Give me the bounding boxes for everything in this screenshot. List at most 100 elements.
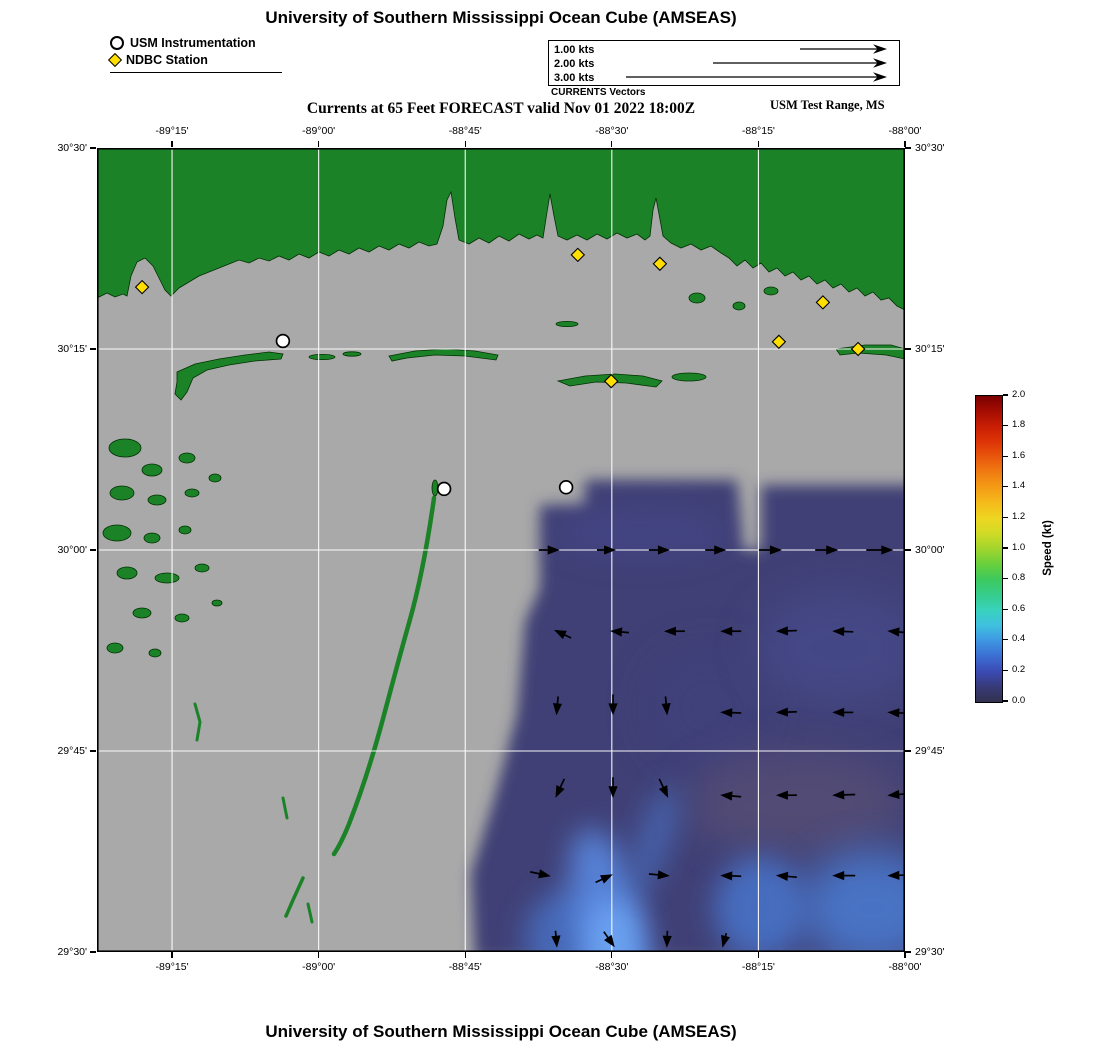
current-vectors <box>530 545 905 948</box>
lon-tick-label: -88°45' <box>448 125 482 137</box>
colorbar-tick <box>1003 608 1008 610</box>
lat-tick-label: 30°30' <box>915 142 945 154</box>
axis-tick <box>171 952 173 958</box>
current-vector <box>608 694 618 716</box>
map-frame <box>97 148 905 952</box>
marsh-blob <box>116 566 138 580</box>
usm-instrumentation-marker <box>558 480 574 495</box>
marsh-sliver <box>193 702 202 742</box>
axis-tick <box>90 147 96 149</box>
map-canvas <box>97 148 905 952</box>
current-vector <box>530 869 551 879</box>
speed-patch-bright <box>800 850 905 952</box>
chandeleur-islands <box>331 495 437 857</box>
mainland-coast <box>97 148 905 311</box>
usm-circle-icon <box>110 36 124 50</box>
axis-tick <box>171 141 173 147</box>
small-island <box>342 351 362 357</box>
lat-tick-label: 30°15' <box>57 343 87 355</box>
current-vector <box>720 708 742 718</box>
marsh-blob <box>154 572 180 584</box>
ndbc-station-marker <box>771 334 787 350</box>
axis-tick <box>904 952 906 958</box>
axis-tick <box>464 952 466 958</box>
colorbar-label: Speed (kt) <box>1042 520 1054 576</box>
colorbar-tick <box>1003 639 1008 641</box>
current-vector <box>720 626 742 636</box>
scale-arrow-head <box>873 44 887 54</box>
current-vector <box>662 930 672 948</box>
lon-tick-label: -89°15' <box>155 961 189 973</box>
marsh-blob <box>108 438 142 458</box>
lon-tick-label: -88°15' <box>741 961 775 973</box>
current-vector <box>775 790 797 800</box>
current-vector <box>866 545 894 555</box>
lon-tick-label: -89°00' <box>302 125 336 137</box>
marsh-blob <box>194 563 210 573</box>
lon-tick-label: -88°00' <box>888 125 922 137</box>
colorbar-tick <box>1003 700 1008 702</box>
graticule <box>97 148 905 952</box>
colorbar-tick <box>1003 486 1008 488</box>
axis-tick <box>757 952 759 958</box>
marsh-blob <box>174 613 190 623</box>
current-vector <box>661 696 671 716</box>
small-island <box>763 286 779 296</box>
marsh-blob <box>148 648 162 658</box>
marsh-blob <box>178 525 192 535</box>
region-label: USM Test Range, MS <box>770 98 885 112</box>
marsh-sliver <box>306 902 314 924</box>
colorbar-tick-label: 0.0 <box>1012 694 1026 706</box>
colorbar-tick-label: 1.2 <box>1012 510 1026 522</box>
current-vector <box>815 545 839 555</box>
colorbar-tick-label: 0.4 <box>1012 633 1026 645</box>
axis-tick <box>464 141 466 147</box>
speed-patch <box>554 507 730 559</box>
round-island <box>688 292 706 304</box>
marsh-blob <box>132 607 152 619</box>
axis-tick <box>611 141 613 147</box>
scale-entry-label: 1.00 kts <box>554 44 594 56</box>
axis-tick <box>905 951 911 953</box>
usm-instrumentation-marker <box>275 333 291 349</box>
colorbar-tick <box>1003 394 1008 396</box>
axis-tick <box>757 141 759 147</box>
marsh-blob <box>184 488 200 498</box>
ndbc-station-marker <box>570 247 586 263</box>
figure-bottom-title: University of Southern Mississippi Ocean… <box>265 1022 737 1041</box>
ndbc-diamond-icon <box>107 52 123 68</box>
ship-island <box>388 348 499 362</box>
axis-tick <box>90 549 96 551</box>
marsh-blob <box>147 494 167 506</box>
current-vector <box>555 778 566 798</box>
axis-tick <box>90 951 96 953</box>
ndbc-station-marker <box>815 295 831 310</box>
current-vector <box>551 930 561 948</box>
colorbar-tick <box>1003 578 1008 580</box>
scale-entry-label: 2.00 kts <box>554 58 594 70</box>
lon-tick-label: -89°15' <box>155 125 189 137</box>
lat-tick-label: 29°45' <box>915 745 945 757</box>
lat-tick-label: 30°15' <box>915 343 945 355</box>
axis-tick <box>318 952 320 958</box>
colorbar-tick <box>1003 516 1008 518</box>
current-vector <box>705 545 727 555</box>
vector-scale-box: 1.00 kts 2.00 kts 3.00 kts <box>548 40 900 86</box>
marsh-blob <box>109 485 135 501</box>
petit-bois-island <box>671 372 707 382</box>
current-vector <box>603 931 615 948</box>
current-vector <box>648 870 670 880</box>
land <box>97 148 905 924</box>
marsh-blob <box>106 642 124 654</box>
ndbc-station-marker <box>134 279 150 295</box>
colorbar-tick-label: 1.4 <box>1012 480 1026 492</box>
marsh-blob <box>208 473 222 483</box>
speed-patch-muddy <box>687 751 905 855</box>
colorbar-tick-label: 0.6 <box>1012 602 1026 614</box>
current-vector <box>720 791 742 801</box>
current-vector <box>720 871 742 881</box>
colorbar-tick <box>1003 455 1008 457</box>
colorbar-tick <box>1003 425 1008 427</box>
colorbar-gradient <box>975 395 1003 703</box>
ndbc-station-marker <box>850 341 866 357</box>
